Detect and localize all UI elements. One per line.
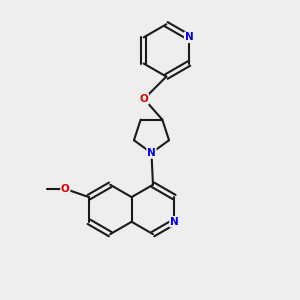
Text: N: N <box>147 148 156 158</box>
Text: O: O <box>61 184 70 194</box>
Text: O: O <box>140 94 148 104</box>
Text: N: N <box>170 217 179 227</box>
Text: N: N <box>184 32 194 42</box>
